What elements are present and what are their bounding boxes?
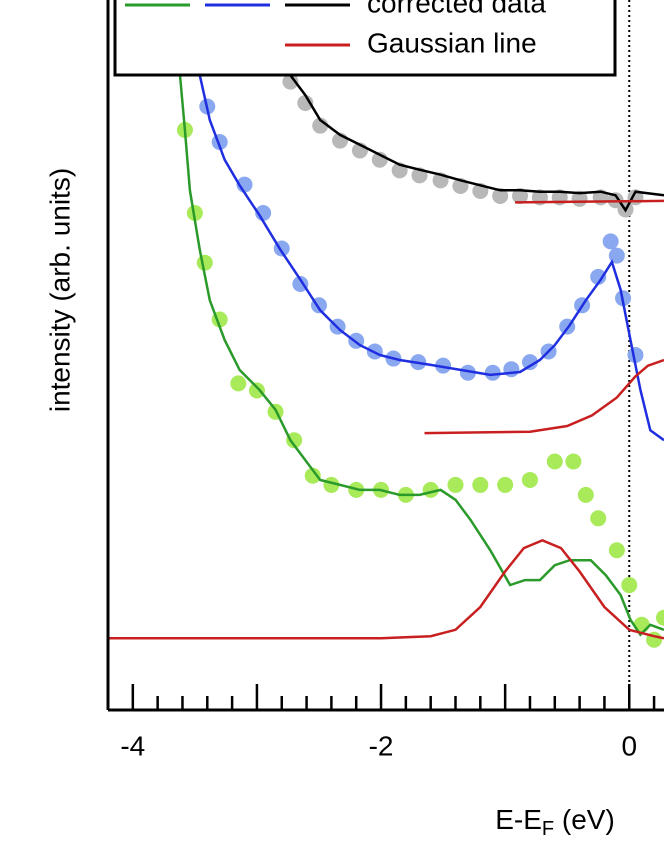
data-dot: [590, 268, 607, 285]
x-label-main: E-E: [495, 804, 542, 835]
data-dot: [304, 467, 321, 484]
data-line: [515, 199, 664, 204]
data-dot: [492, 187, 509, 204]
data-line: [198, 75, 664, 442]
legend-box: [113, 0, 617, 77]
data-line: [178, 75, 664, 637]
data-dot: [297, 94, 314, 111]
plot-area: [108, 0, 664, 710]
data-line: [289, 74, 664, 213]
data-dot: [447, 476, 464, 493]
x-tick-label: -4: [120, 730, 145, 761]
data-line: [108, 538, 664, 640]
data-dot: [459, 364, 476, 381]
data-dot: [656, 609, 664, 626]
data-dot: [602, 233, 619, 250]
data-dot: [286, 432, 303, 449]
data-dot: [621, 577, 638, 594]
data-dot: [608, 542, 625, 559]
data-dot: [230, 375, 247, 392]
data-dot: [521, 471, 538, 488]
data-line: [424, 358, 664, 435]
legend-label: corrected data: [367, 0, 546, 18]
data-dot: [196, 254, 213, 271]
data-dot: [472, 476, 489, 493]
y-axis-label: intensity (arb. units): [44, 168, 75, 412]
data-dot: [282, 73, 299, 90]
x-label-unit: (eV): [554, 804, 615, 835]
data-dot: [577, 486, 594, 503]
data-dot: [435, 357, 452, 374]
x-tick-label: 0: [621, 730, 637, 761]
data-dot: [608, 247, 625, 264]
data-dot: [503, 361, 520, 378]
data-dot: [512, 187, 529, 204]
x-label-sub: F: [542, 818, 554, 840]
data-dot: [565, 453, 582, 470]
legend-label: Gaussian line: [367, 27, 537, 58]
x-tick-label: -2: [369, 730, 394, 761]
data-dot: [590, 510, 607, 527]
x-axis-label: E-EF (eV): [495, 804, 615, 840]
data-dot: [521, 354, 538, 371]
data-dot: [546, 453, 563, 470]
data-dot: [497, 476, 514, 493]
data-dot: [484, 364, 501, 381]
data-dot: [248, 382, 265, 399]
